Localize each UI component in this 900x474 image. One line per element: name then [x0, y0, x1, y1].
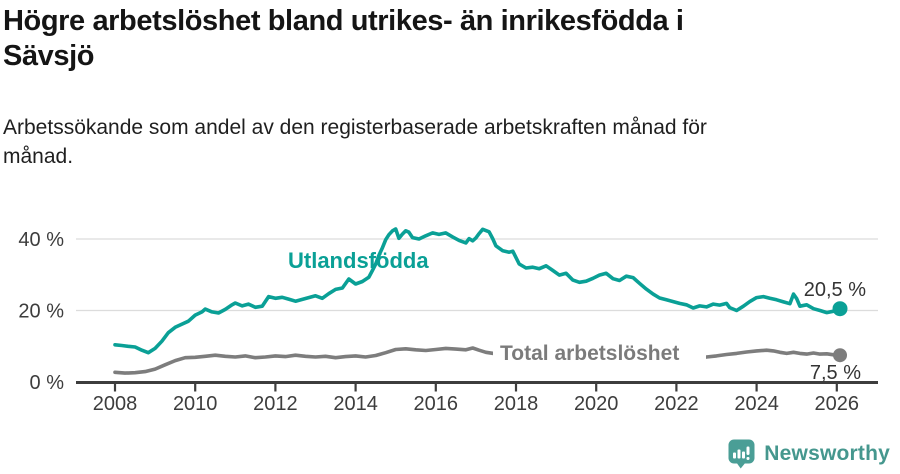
chart-subtitle-line1: Arbetssökande som andel av den registerb… — [3, 116, 707, 139]
y-axis-tick-label: 0 % — [30, 372, 65, 394]
chart-title: Högre arbetslöshet bland utrikes- än inr… — [3, 4, 863, 74]
chart-subtitle: Arbetssökande som andel av den registerb… — [3, 113, 863, 171]
total-arbetsloshet-line — [113, 346, 842, 375]
x-axis-tick-label: 2022 — [654, 393, 699, 415]
chart-title-line2: Sävsjö — [3, 40, 95, 72]
y-axis-tick-label: 40 % — [18, 229, 64, 251]
x-axis-tick-label: 2018 — [494, 393, 539, 415]
utlandsfodda-end-value-label: 20,5 % — [804, 279, 866, 301]
x-axis-tick-label: 2016 — [414, 393, 459, 415]
x-axis-tick-label: 2020 — [574, 393, 619, 415]
chart-header: Högre arbetslöshet bland utrikes- än inr… — [3, 0, 863, 168]
utlandsfodda-series-label: Utlandsfödda — [288, 248, 429, 273]
utlandsfodda-line — [113, 227, 842, 355]
total-arbetsloshet-label-mask — [493, 341, 706, 364]
x-axis-tick-label: 2010 — [173, 393, 218, 415]
brand-footer: Newsworthy — [728, 439, 890, 469]
x-axis-tick-label: 2014 — [333, 393, 378, 415]
chart-subtitle-line2: månad. — [3, 145, 74, 168]
total-arbetsloshet-end-value-label: 7,5 % — [810, 362, 861, 384]
y-axis-tick-label: 20 % — [18, 301, 64, 323]
utlandsfodda-end-dot — [832, 301, 848, 317]
x-axis-tick-label: 2024 — [734, 393, 779, 415]
total-arbetsloshet-series-label: Total arbetslöshet — [500, 342, 679, 365]
chart-title-line1: Högre arbetslöshet bland utrikes- än inr… — [3, 5, 684, 37]
total-arbetsloshet-end-dot — [833, 348, 848, 363]
brand-name: Newsworthy — [764, 442, 890, 465]
x-axis-tick-label: 2026 — [815, 393, 860, 415]
x-axis-tick-label: 2008 — [93, 393, 138, 415]
x-axis-tick-label: 2012 — [253, 393, 298, 415]
newsworthy-logo-icon — [728, 439, 755, 469]
